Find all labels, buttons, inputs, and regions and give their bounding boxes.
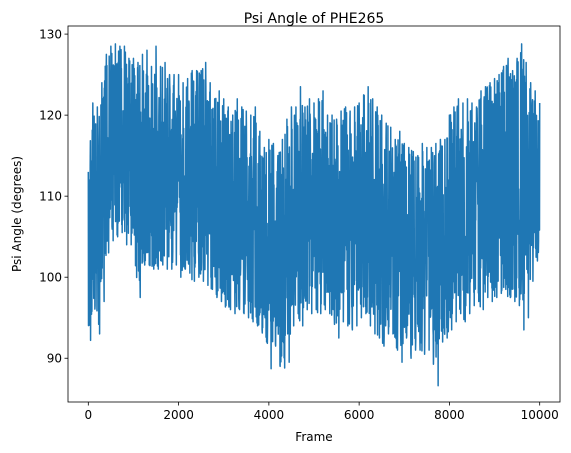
x-tick-label: 6000	[344, 408, 375, 422]
y-tick-label: 90	[47, 352, 62, 366]
chart-title: Psi Angle of PHE265	[244, 11, 385, 27]
y-axis-label: Psi Angle (degrees)	[10, 156, 24, 272]
y-tick-label: 100	[39, 271, 62, 285]
x-tick-label: 8000	[434, 408, 465, 422]
series-line	[87, 43, 541, 387]
x-tick-label: 10000	[521, 408, 559, 422]
x-axis: 0 2000 4000 6000 8000 10000	[84, 402, 559, 422]
plot-area	[87, 43, 541, 387]
y-tick-label: 120	[39, 108, 62, 122]
x-tick-label: 4000	[254, 408, 285, 422]
y-axis: 90 100 110 120 130	[39, 27, 68, 366]
x-tick-label: 0	[84, 408, 92, 422]
plot-frame	[67, 25, 561, 403]
y-tick-label: 130	[39, 27, 62, 41]
x-axis-label: Frame	[295, 430, 332, 444]
y-tick-label: 110	[39, 189, 62, 203]
x-tick-label: 2000	[163, 408, 194, 422]
